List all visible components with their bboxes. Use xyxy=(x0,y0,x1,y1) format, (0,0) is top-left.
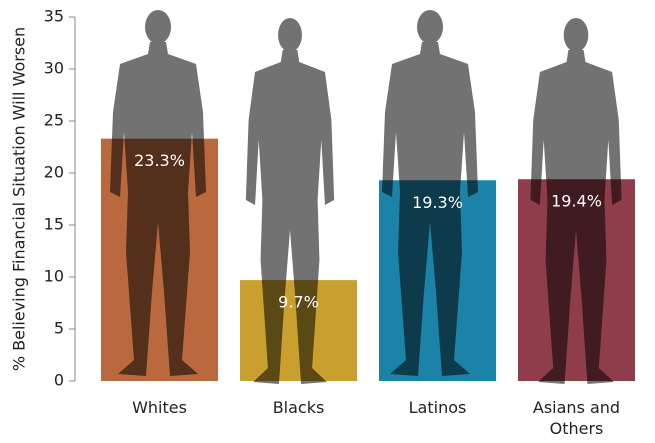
bar xyxy=(379,180,496,381)
value-label: 23.3% xyxy=(134,151,185,170)
y-tick-label: 35 xyxy=(44,7,64,26)
bar xyxy=(240,280,357,381)
y-tick-label: 30 xyxy=(44,59,64,78)
x-tick-label: Blacks xyxy=(272,398,325,417)
y-tick-label: 20 xyxy=(44,163,64,182)
y-axis-label: % Believing Financial Situation Will Wor… xyxy=(10,27,29,371)
y-tick-label: 5 xyxy=(54,319,64,338)
y-tick-label: 0 xyxy=(54,371,64,390)
bar xyxy=(101,138,218,381)
value-label: 19.4% xyxy=(551,192,602,211)
value-label: 19.3% xyxy=(412,193,463,212)
x-tick-label: Whites xyxy=(132,398,187,417)
y-tick-label: 25 xyxy=(44,111,64,130)
value-label: 9.7% xyxy=(278,293,319,312)
x-tick-label: Asians and Others xyxy=(532,398,621,438)
bar xyxy=(518,179,635,381)
x-tick-label: Latinos xyxy=(408,398,467,417)
y-tick-label: 10 xyxy=(44,267,64,286)
y-tick-label: 15 xyxy=(44,215,64,234)
